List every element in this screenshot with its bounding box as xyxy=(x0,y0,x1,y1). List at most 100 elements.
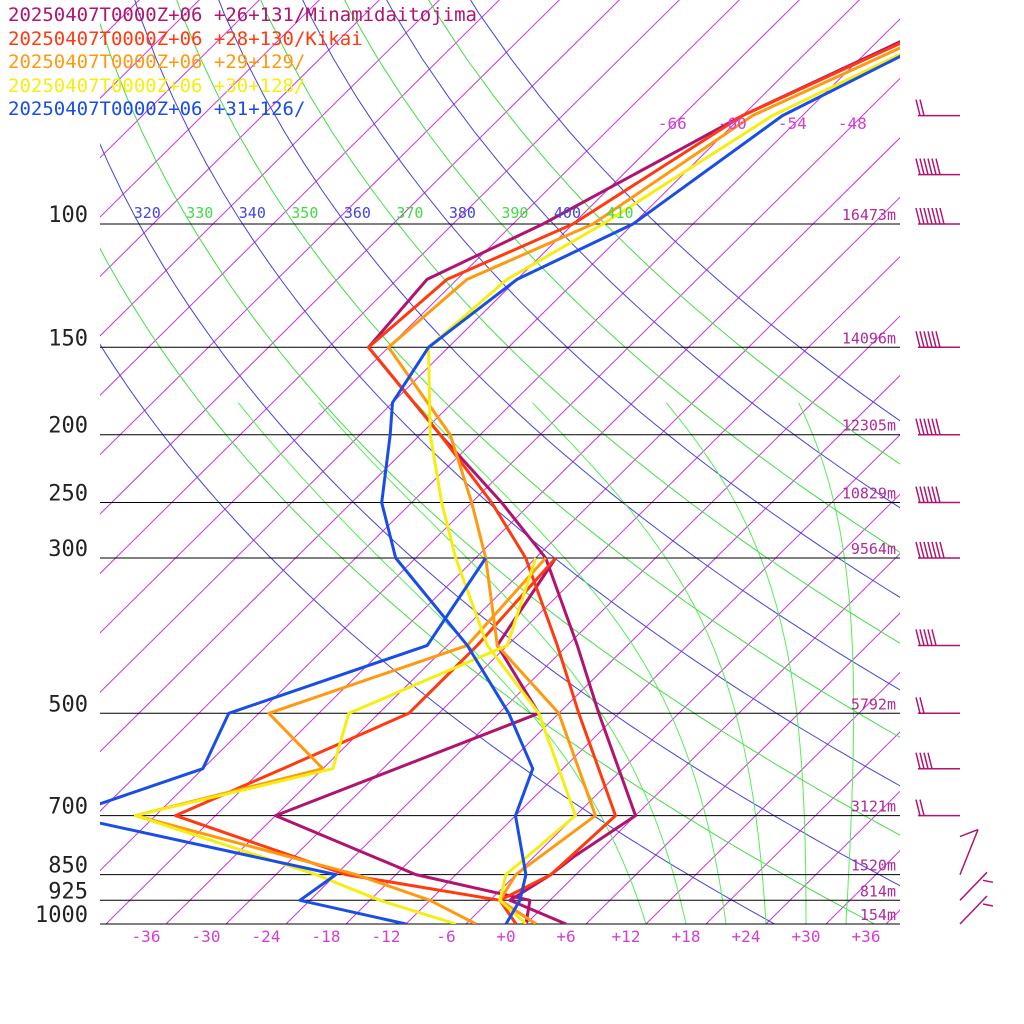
pressure-tick-label: 300 xyxy=(48,537,88,562)
pressure-tick-label: 1000 xyxy=(35,903,88,928)
wind-barb xyxy=(915,418,960,436)
theta-label: 410 xyxy=(606,204,633,222)
isotherm-line xyxy=(100,0,200,99)
wind-barb-flag xyxy=(935,331,941,348)
wind-barbs xyxy=(915,99,994,925)
dry-adiabat-line xyxy=(100,143,900,887)
isotherm-line xyxy=(645,671,900,924)
isotherm-line xyxy=(100,0,380,278)
temperature-tick-label: +12 xyxy=(612,927,641,946)
wind-barb-flag xyxy=(927,207,933,225)
wind-barb-flag xyxy=(931,629,937,646)
theta-label: 350 xyxy=(291,204,318,222)
wind-barb xyxy=(915,541,960,559)
wind-barb-flag xyxy=(931,418,937,435)
height-label: 814m xyxy=(860,882,896,900)
isotherm-line xyxy=(1006,0,1024,924)
isotherm-line xyxy=(0,0,380,924)
upper-temperature-label: -66 xyxy=(658,114,687,133)
theta-label: 360 xyxy=(344,204,371,222)
wind-barb-flag xyxy=(919,799,925,816)
wind-barb-flag xyxy=(919,99,925,116)
wind-barb xyxy=(915,158,960,176)
height-label: 12305m xyxy=(842,417,896,435)
pressure-tick-label: 700 xyxy=(48,795,88,820)
series-4-dewpoint-line xyxy=(100,557,487,924)
wind-barb-flag xyxy=(915,486,921,503)
dry-adiabat-line xyxy=(134,0,900,787)
wind-barb xyxy=(915,331,960,349)
pressure-tick-label: 850 xyxy=(48,854,88,879)
legend-entry-30-128: 20250407T0000Z+06 +30+128/ xyxy=(8,74,306,97)
dry-adiabat-line xyxy=(218,0,900,691)
wind-barb-flag xyxy=(919,331,925,348)
isotherm-line xyxy=(946,0,1024,924)
pressure-tick-label: 250 xyxy=(48,482,88,507)
series-1-temperature-line xyxy=(367,41,900,924)
isotherm-line xyxy=(465,493,900,924)
legend: 20250407T0000Z+06 +26+131/Minamidaitojim… xyxy=(8,4,477,122)
wind-barb-flag xyxy=(919,486,925,503)
isotherm-line xyxy=(825,850,900,924)
wind-barb-flag xyxy=(927,418,933,435)
theta-label: 330 xyxy=(186,204,213,222)
wind-barb-shaft xyxy=(959,895,988,925)
moist-adiabat-line xyxy=(665,402,807,924)
legend-entry-31-126: 20250407T0000Z+06 +31+126/ xyxy=(8,98,306,120)
wind-barb-flag xyxy=(982,903,994,907)
wind-barb-flag xyxy=(915,418,921,435)
wind-barb-flag xyxy=(923,207,929,225)
moist-adiabat-line xyxy=(532,402,767,924)
wind-barb-flag xyxy=(915,752,921,769)
dry-adiabat-line xyxy=(386,0,900,509)
dry-adiabat-line xyxy=(176,0,900,738)
temperature-tick-label: -12 xyxy=(372,927,401,946)
wind-barb-flag xyxy=(931,486,937,503)
wind-barb-flag xyxy=(935,541,941,559)
wind-barb-flag xyxy=(935,158,941,175)
axis-labels: 100 16473m 150 14096m 200 12305m 250 10829m 300 9… xyxy=(35,114,896,946)
wind-barb-flag xyxy=(927,158,933,175)
isotherm-line xyxy=(585,612,900,924)
wind-barb-flag xyxy=(919,752,925,769)
theta-label: 400 xyxy=(554,204,581,222)
temperature-tick-label: -18 xyxy=(312,927,341,946)
theta-label: 370 xyxy=(396,204,423,222)
wind-barb-flag xyxy=(919,418,925,435)
wind-barb-flag xyxy=(939,541,945,559)
dry-adiabat-line xyxy=(100,343,776,924)
wind-barb-flag xyxy=(923,418,929,435)
dry-adiabat-line xyxy=(302,0,900,598)
wind-barb-flag xyxy=(919,207,925,225)
moist-adiabat-line xyxy=(237,402,647,924)
isotherm-line xyxy=(100,0,320,218)
pressure-tick-label: 500 xyxy=(48,692,88,717)
height-label: 1520m xyxy=(851,857,896,875)
wind-barb-flag xyxy=(923,158,929,175)
wind-barb xyxy=(915,752,960,770)
wind-barb xyxy=(915,99,960,117)
temperature-tick-label: -30 xyxy=(192,927,221,946)
wind-barb-shaft xyxy=(959,871,988,901)
temperature-tick-label: +0 xyxy=(496,927,515,946)
height-label: 14096m xyxy=(842,329,896,347)
isotherm-line xyxy=(885,909,900,924)
wind-barb-flag xyxy=(931,331,937,348)
dry-adiabat-line xyxy=(260,0,900,644)
pressure-tick-label: 200 xyxy=(48,414,88,439)
wind-barb-flag xyxy=(927,331,933,348)
wind-barb-flag xyxy=(923,541,929,559)
wind-barb xyxy=(915,799,960,817)
upper-temperature-label: -48 xyxy=(838,114,867,133)
wind-barb-flag xyxy=(919,541,925,559)
wind-barb-flag xyxy=(919,158,925,175)
isobar-lines xyxy=(100,223,900,925)
temperature-tick-label: +30 xyxy=(792,927,821,946)
temperature-tick-label: -6 xyxy=(436,927,455,946)
temperature-tick-label: +24 xyxy=(732,927,761,946)
temperature-tick-label: +36 xyxy=(852,927,881,946)
legend-entry-29-129: 20250407T0000Z+06 +29+129/ xyxy=(8,51,306,73)
isotherm-line xyxy=(165,196,900,924)
wind-barb xyxy=(915,207,960,225)
height-label: 154m xyxy=(860,906,896,924)
